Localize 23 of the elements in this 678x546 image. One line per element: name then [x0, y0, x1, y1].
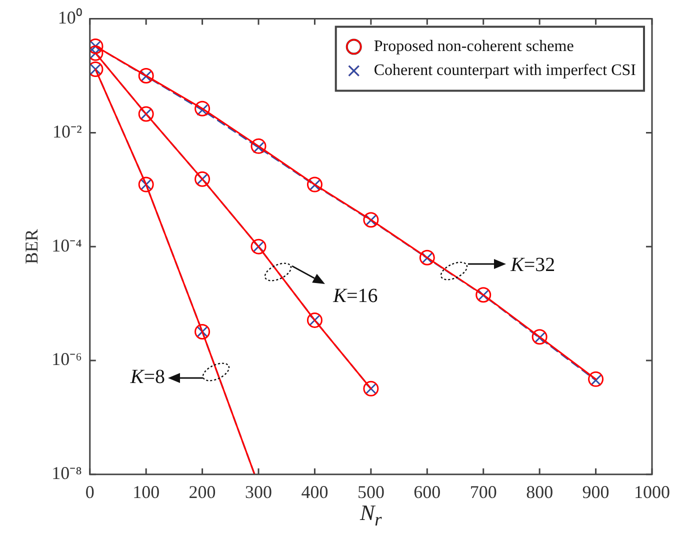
x-axis-title: N$_{r}$: [360, 500, 382, 530]
x-tick-label: 900: [582, 482, 610, 502]
x-tick-label: 300: [245, 482, 272, 502]
legend-label: Proposed non-coherent scheme: [374, 38, 574, 56]
x-tick-label: 800: [526, 482, 554, 502]
y-tick-label: 10⁻²: [52, 121, 82, 142]
x-tick-label: 700: [470, 482, 497, 502]
x-tick-label: 500: [357, 482, 384, 502]
y-tick-label: 10⁻⁴: [52, 235, 82, 256]
annotation: K=16: [333, 284, 378, 307]
x-tick-label: 0: [85, 482, 94, 502]
legend-label: Coherent counterpart with imperfect CSI: [374, 62, 636, 80]
y-tick-label: 10⁻⁸: [52, 463, 82, 484]
x-tick-label: 100: [132, 482, 160, 502]
y-tick-label: 10⁻⁶: [52, 349, 82, 370]
x-tick-label: 600: [414, 482, 441, 502]
y-tick-label: 10⁰: [58, 8, 82, 28]
x-tick-label: 1000: [634, 482, 670, 502]
x-tick-label: 400: [301, 482, 328, 502]
y-axis-title: BER: [22, 229, 42, 264]
x-tick-label: 200: [188, 482, 216, 502]
annotation: K=8: [130, 366, 165, 388]
annotation: K=32: [510, 254, 556, 276]
